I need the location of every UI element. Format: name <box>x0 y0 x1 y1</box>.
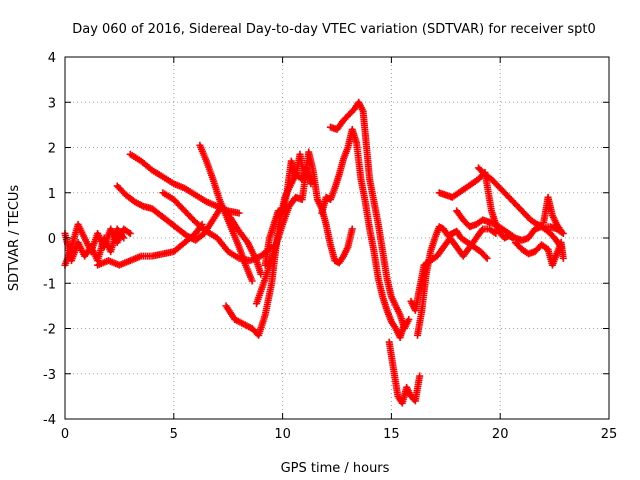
y-tick-label: 3 <box>48 96 56 111</box>
data-point <box>482 253 490 261</box>
y-tick-label: -3 <box>43 368 56 383</box>
x-tick-label: 25 <box>601 427 618 442</box>
y-tick-label: -2 <box>43 323 56 338</box>
series-track-t <box>540 193 565 235</box>
y-tick-label: 2 <box>48 142 56 157</box>
data-point <box>235 209 243 217</box>
series-track-m <box>385 338 424 407</box>
x-tick-label: 15 <box>383 427 400 442</box>
series-track-c <box>94 220 206 269</box>
x-axis-ticks: 0 5 10 15 20 25 <box>61 57 617 442</box>
series-track-k <box>318 125 408 342</box>
x-tick-label: 20 <box>492 427 509 442</box>
data-point <box>557 227 565 235</box>
series-track-n <box>407 225 500 314</box>
series-track-g <box>196 141 256 285</box>
y-axis-label: SDTVAR / TECUs <box>7 185 22 292</box>
y-tick-label: -1 <box>43 277 56 292</box>
data-point <box>307 180 315 188</box>
data-point <box>348 225 356 233</box>
series-track-b <box>61 225 128 265</box>
series-track-o <box>414 223 491 339</box>
series-track-j <box>261 150 308 269</box>
data-point <box>248 277 256 285</box>
data-point <box>126 229 134 237</box>
x-tick-label: 5 <box>170 427 178 442</box>
data-point <box>300 175 308 183</box>
y-axis-ticks: 4 3 2 1 0 -1 -2 -3 -4 <box>43 51 609 428</box>
data-point <box>120 234 128 242</box>
y-tick-label: 1 <box>48 187 56 202</box>
y-tick-label: 0 <box>48 232 56 247</box>
data-point <box>119 232 127 240</box>
data-point <box>405 315 413 323</box>
data-points <box>61 98 567 407</box>
series-track-l <box>326 98 413 332</box>
data-point <box>478 226 486 234</box>
chart-title: Day 060 of 2016, Sidereal Day-to-day VTE… <box>72 22 596 37</box>
y-tick-label: -4 <box>43 413 56 428</box>
x-tick-label: 0 <box>61 427 69 442</box>
data-point <box>559 254 567 262</box>
x-axis-label: GPS time / hours <box>281 461 390 476</box>
x-tick-label: 10 <box>274 427 291 442</box>
y-tick-label: 4 <box>48 51 56 66</box>
data-point <box>483 254 491 262</box>
grid-lines <box>65 57 609 419</box>
series-track-s <box>511 239 567 269</box>
data-point <box>416 372 424 380</box>
